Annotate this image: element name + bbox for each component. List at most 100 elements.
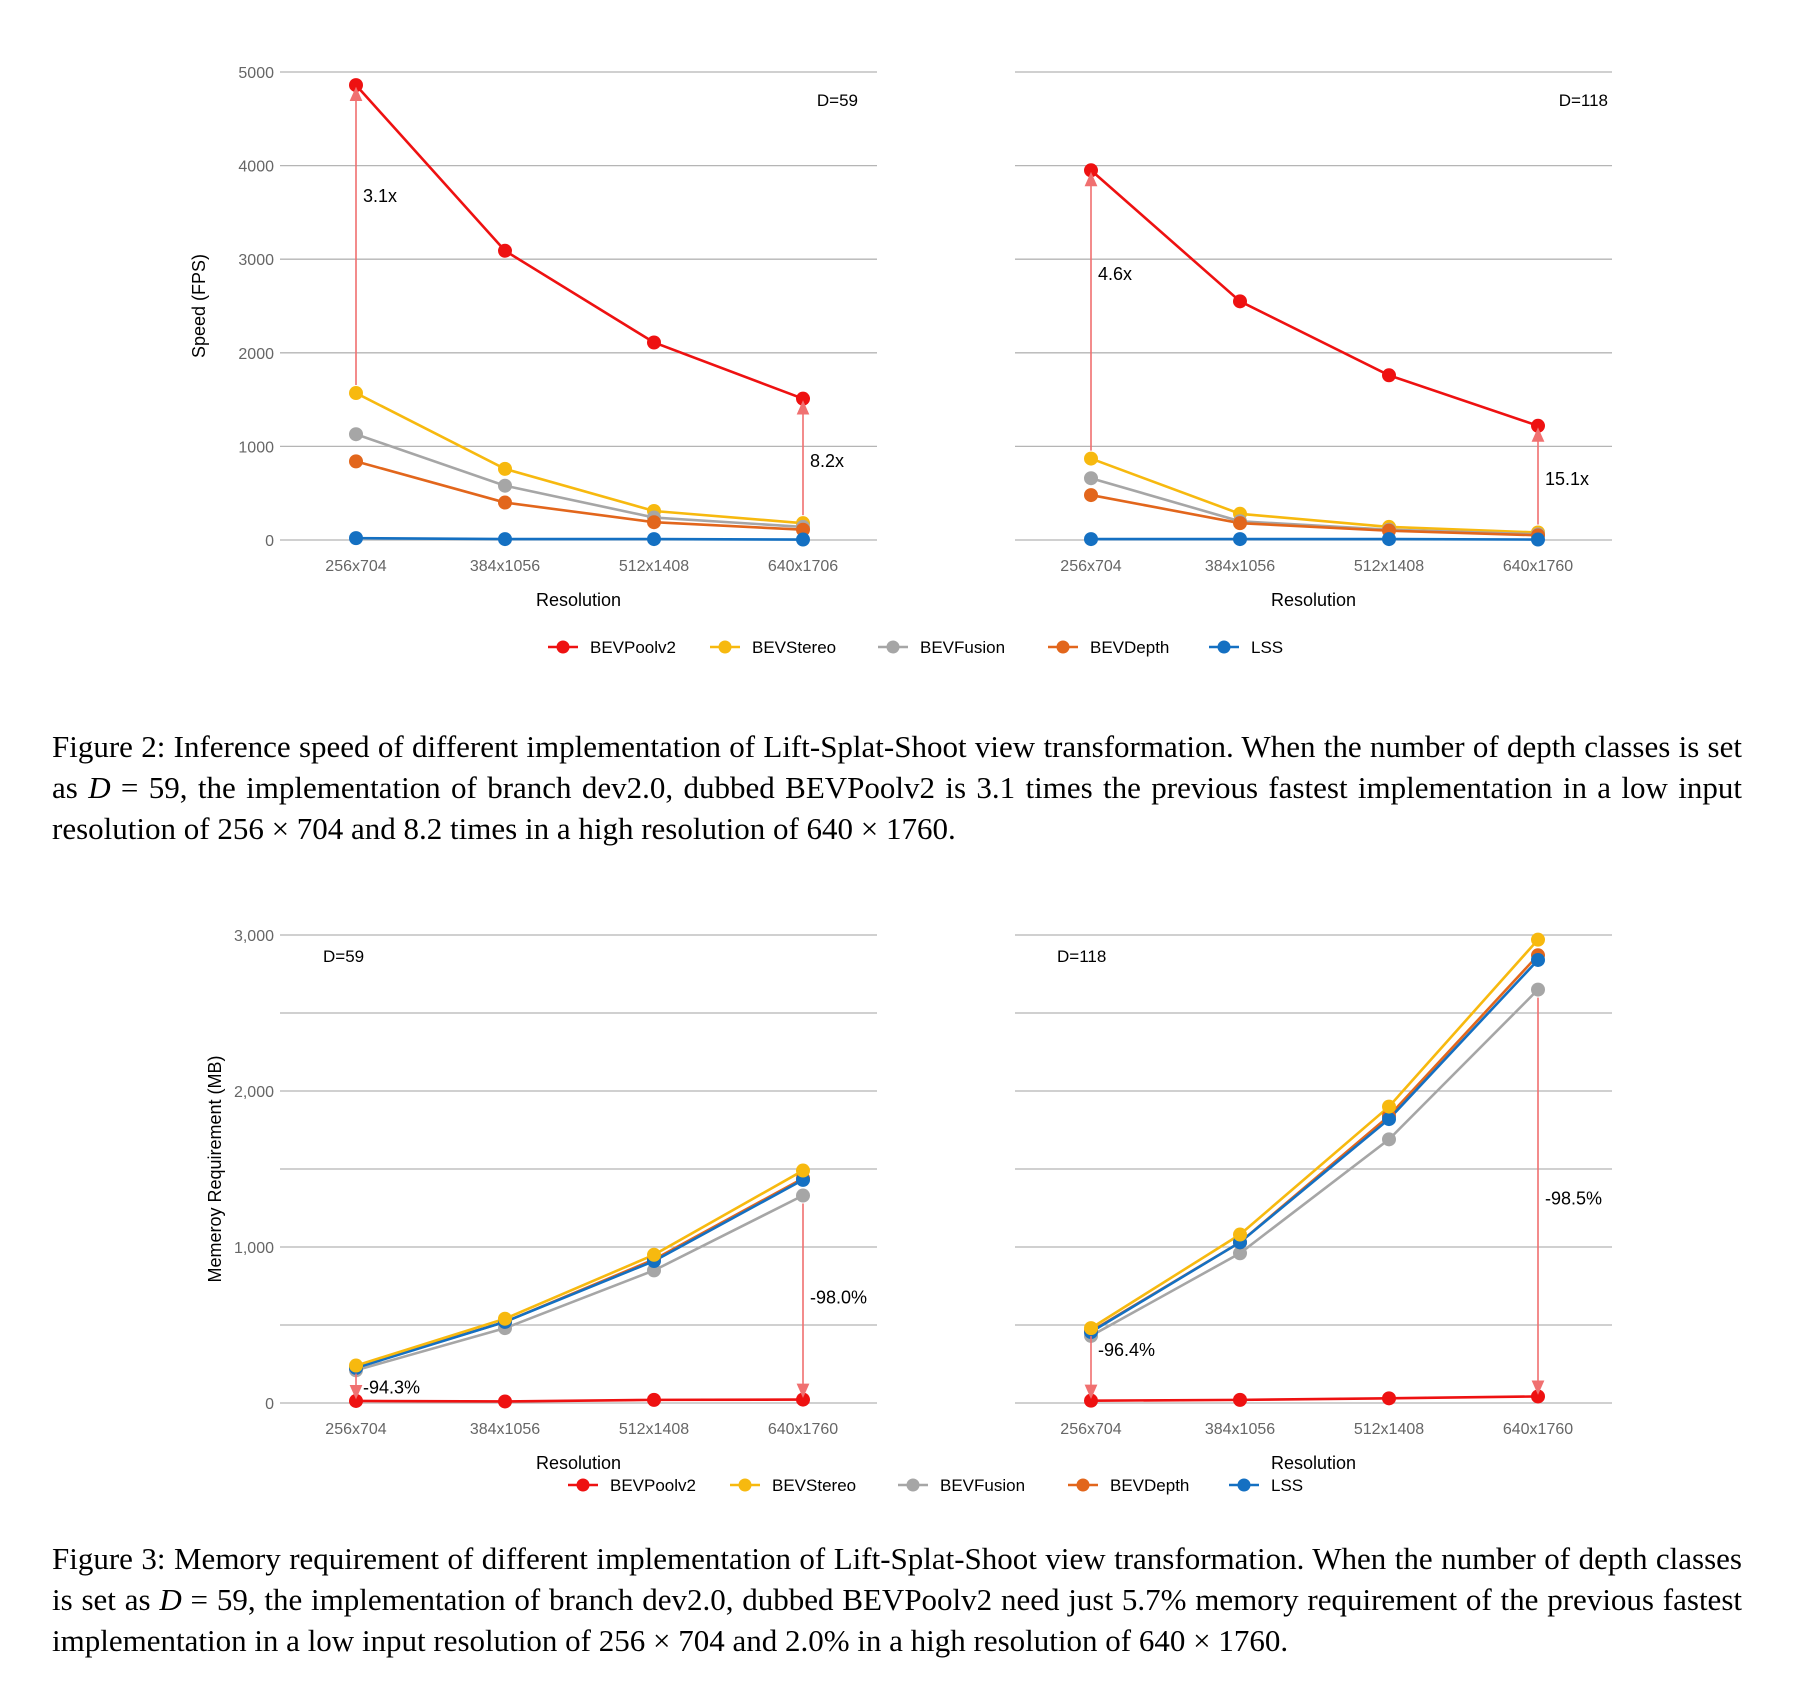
- panel-annotation: D=118: [1057, 947, 1106, 966]
- data-point-BEVStereo: [647, 1247, 661, 1262]
- legend: BEVPoolv2 BEVStereo BEVFusion BEVDepth LSS: [568, 1476, 1303, 1495]
- legend-marker: [1076, 1478, 1090, 1492]
- data-point-BEVDepth: [796, 522, 810, 537]
- x-tick-label: 512x1408: [619, 1421, 689, 1438]
- x-tick-label: 256x704: [1060, 558, 1121, 575]
- x-axis-title: Resolution: [536, 1453, 621, 1473]
- data-point-BEVFusion: [1382, 1132, 1396, 1147]
- legend-marker: [906, 1478, 920, 1492]
- ratio-label: 3.1x: [363, 186, 397, 206]
- x-tick-label: 512x1408: [1354, 558, 1424, 575]
- data-point-BEVFusion: [1233, 1246, 1247, 1261]
- data-point-BEVDepth: [498, 495, 512, 510]
- legend-label: LSS: [1251, 638, 1283, 657]
- x-tick-label: 256x704: [1060, 1421, 1121, 1438]
- legend-item: BEVFusion: [878, 638, 1005, 657]
- data-point-BEVFusion: [498, 478, 512, 493]
- legend-marker: [738, 1478, 752, 1492]
- data-point-LSS: [1382, 1112, 1396, 1127]
- y-tick-label: 5000: [238, 65, 274, 82]
- legend-marker: [886, 640, 900, 654]
- data-point-BEVPoolv2: [1382, 1391, 1396, 1406]
- legend-item: BEVPoolv2: [548, 638, 676, 657]
- legend-label: BEVPoolv2: [610, 1476, 696, 1495]
- legend-label: LSS: [1271, 1476, 1303, 1495]
- data-point-BEVStereo: [349, 1358, 363, 1373]
- panel-annotation: D=59: [817, 91, 858, 110]
- x-axis-title: Resolution: [1271, 590, 1356, 610]
- data-point-BEVPoolv2: [1233, 1392, 1247, 1407]
- data-point-BEVDepth: [349, 454, 363, 469]
- data-point-BEVDepth: [647, 515, 661, 530]
- legend-label: BEVFusion: [940, 1476, 1025, 1495]
- data-point-BEVPoolv2: [1084, 163, 1098, 178]
- legend-item: BEVDepth: [1068, 1476, 1189, 1495]
- data-point-LSS: [647, 532, 661, 547]
- data-point-LSS: [1531, 952, 1545, 967]
- data-point-BEVStereo: [498, 1311, 512, 1326]
- y-tick-label: 0: [265, 533, 274, 550]
- series-line-BEVStereo: [355, 391, 804, 525]
- data-point-LSS: [498, 532, 512, 547]
- x-tick-label: 384x1056: [1205, 1421, 1275, 1438]
- y-tick-label: 3000: [238, 252, 274, 269]
- data-point-BEVPoolv2: [1531, 418, 1545, 433]
- x-tick-label: 640x1760: [1503, 558, 1573, 575]
- chart-panel-1: 0 1,000 2,000 3,000 256x704 384x1056 512x1408 6…: [205, 928, 877, 1473]
- data-point-LSS: [1084, 532, 1098, 547]
- data-point-LSS: [1382, 532, 1396, 547]
- ratio-label: 8.2x: [810, 451, 844, 471]
- chart-panel-2: 256x704 384x1056 512x1408 640x1760 Resolutio…: [1015, 932, 1612, 1473]
- data-point-BEVStereo: [796, 1163, 810, 1178]
- data-point-BEVStereo: [1233, 1227, 1247, 1242]
- series-line-BEVDepth: [355, 1177, 804, 1369]
- legend-marker: [718, 640, 732, 654]
- legend-marker: [1056, 640, 1070, 654]
- y-tick-label: 2000: [238, 346, 274, 363]
- figure-2-caption: Figure 2: Inference speed of different i…: [52, 729, 1743, 846]
- panel-annotation: D=118: [1559, 91, 1608, 110]
- legend-marker: [1237, 1478, 1251, 1492]
- legend-label: BEVDepth: [1110, 1476, 1189, 1495]
- chart-panel-1: 0 1000 2000 3000 4000 5000 256x704 384x1056 512x…: [189, 65, 877, 610]
- legend: BEVPoolv2 BEVStereo BEVFusion BEVDepth LSS: [548, 638, 1283, 657]
- data-point-BEVFusion: [796, 1188, 810, 1203]
- series-line-BEVDepth: [355, 460, 804, 532]
- data-point-BEVPoolv2: [1531, 1389, 1545, 1404]
- data-point-BEVStereo: [1382, 1099, 1396, 1114]
- data-point-LSS: [349, 531, 363, 546]
- x-tick-label: 640x1760: [768, 1421, 838, 1438]
- series-line-LSS: [355, 536, 804, 541]
- legend-label: BEVStereo: [772, 1476, 856, 1495]
- data-point-BEVStereo: [1084, 1321, 1098, 1336]
- data-point-BEVFusion: [1531, 982, 1545, 997]
- data-point-BEVFusion: [349, 427, 363, 442]
- legend-label: BEVFusion: [920, 638, 1005, 657]
- series-line-LSS: [355, 1178, 804, 1370]
- ratio-label: 4.6x: [1098, 264, 1132, 284]
- x-axis-title: Resolution: [1271, 1453, 1356, 1473]
- legend-item: BEVDepth: [1048, 638, 1169, 657]
- ratio-label: -94.3%: [363, 1378, 420, 1398]
- series-line-BEVPoolv2: [1090, 1395, 1539, 1402]
- series-line-BEVStereo: [1090, 457, 1539, 534]
- series-line-BEVStereo: [1090, 938, 1539, 1330]
- legend-item: LSS: [1209, 638, 1283, 657]
- data-point-BEVFusion: [1084, 471, 1098, 486]
- series-line-BEVFusion: [355, 433, 804, 529]
- data-point-BEVStereo: [1084, 451, 1098, 466]
- series-line-BEVFusion: [1090, 988, 1539, 1338]
- x-tick-label: 640x1706: [768, 558, 838, 575]
- y-tick-label: 1000: [238, 439, 274, 456]
- data-point-BEVDepth: [1084, 488, 1098, 503]
- x-tick-label: 384x1056: [1205, 558, 1275, 575]
- legend-marker: [576, 1478, 590, 1492]
- x-tick-label: 256x704: [325, 558, 386, 575]
- legend-item: BEVFusion: [898, 1476, 1025, 1495]
- series-line-BEVDepth: [1090, 954, 1539, 1333]
- data-point-BEVStereo: [1531, 932, 1545, 947]
- figure-2-chart: 0 1000 2000 3000 4000 5000 256x704 384x1056 512x…: [189, 65, 1612, 657]
- data-point-LSS: [796, 532, 810, 547]
- ratio-label: -98.0%: [810, 1288, 867, 1308]
- legend-label: BEVDepth: [1090, 638, 1169, 657]
